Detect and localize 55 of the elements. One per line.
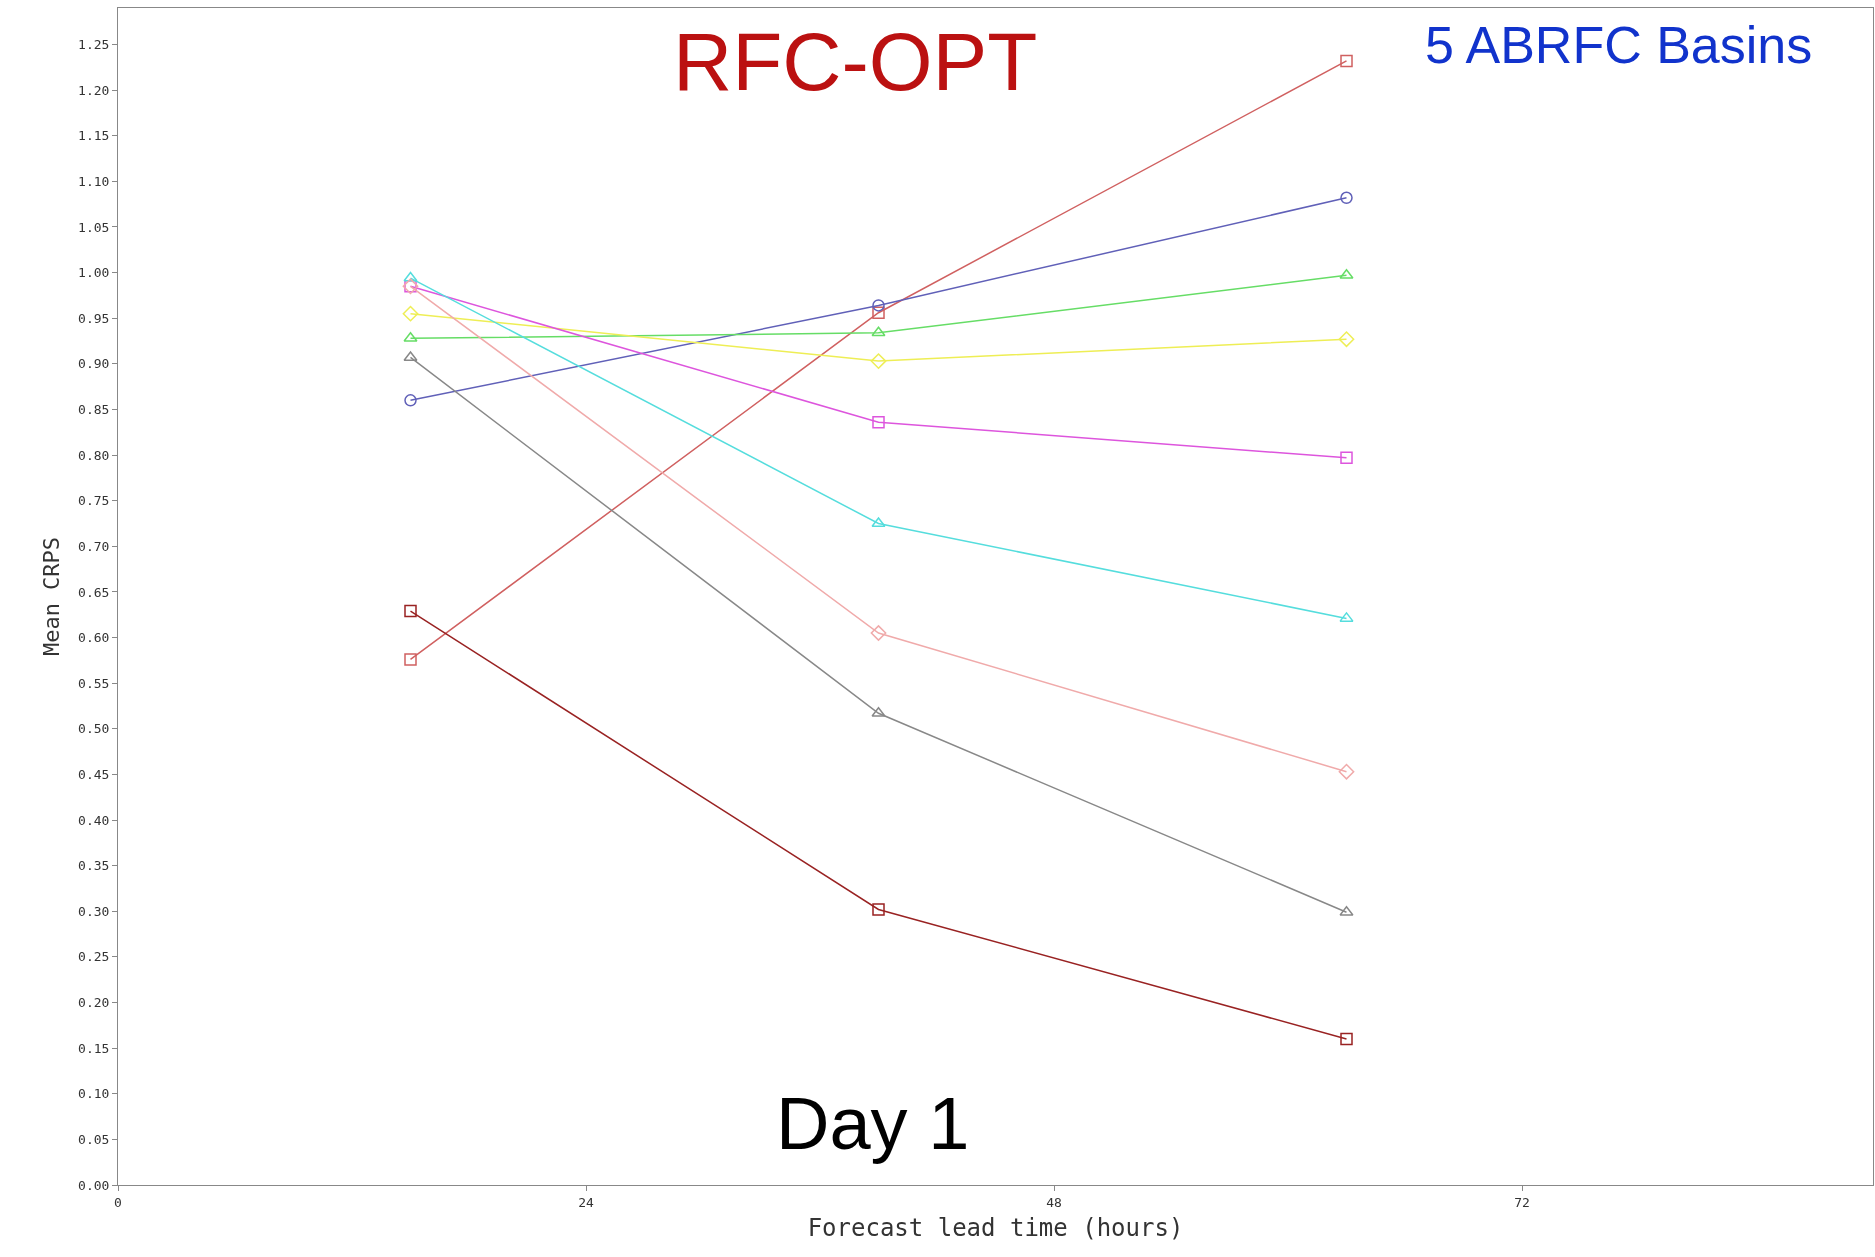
point bbox=[404, 604, 417, 618]
y-tick-label: 0.20 bbox=[78, 995, 110, 1011]
point bbox=[870, 625, 887, 641]
y-tick-label: 0.60 bbox=[78, 630, 110, 646]
y-tick-label: 1.15 bbox=[78, 128, 110, 144]
x-tick-label: 0 bbox=[114, 1194, 122, 1210]
point bbox=[1340, 191, 1353, 205]
point bbox=[403, 271, 418, 282]
y-tick-label: 0.15 bbox=[78, 1040, 110, 1056]
y-tick-label: 0.70 bbox=[78, 538, 110, 554]
y-tick-label: 0.40 bbox=[78, 812, 110, 828]
annotation: Day 1 bbox=[776, 1082, 970, 1165]
y-tick-label: 0.25 bbox=[78, 949, 110, 965]
point bbox=[1338, 763, 1355, 780]
point bbox=[402, 305, 419, 322]
y-tick-label: 1.10 bbox=[78, 173, 110, 189]
y-tick-label: 0.55 bbox=[78, 675, 110, 691]
y-tick-label: 0.45 bbox=[78, 766, 110, 782]
point bbox=[1338, 331, 1355, 348]
y-tick-label: 0.05 bbox=[78, 1131, 110, 1147]
y-tick-label: 1.05 bbox=[78, 219, 110, 235]
y-tick-label: 0.90 bbox=[78, 356, 110, 372]
x-tick-label: 72 bbox=[1514, 1194, 1530, 1210]
y-tick-label: 1.25 bbox=[78, 37, 110, 53]
point bbox=[871, 517, 886, 528]
point bbox=[1339, 905, 1354, 916]
annotation: RFC-OPT bbox=[673, 16, 1038, 107]
x-tick-label: 24 bbox=[578, 1194, 594, 1210]
y-tick-label: 0.95 bbox=[78, 310, 110, 326]
point bbox=[1340, 1032, 1353, 1046]
point bbox=[404, 394, 417, 407]
y-tick-label: 0.50 bbox=[78, 721, 110, 737]
y-tick-label: 0.00 bbox=[78, 1177, 110, 1193]
point bbox=[872, 903, 885, 916]
point bbox=[872, 306, 885, 319]
point bbox=[871, 326, 886, 337]
y-tick-label: 0.65 bbox=[78, 584, 110, 600]
y-tick-label: 0.85 bbox=[78, 402, 110, 418]
y-tick-label: 0.35 bbox=[78, 858, 110, 874]
x-axis-title: Forecast lead time (hours) bbox=[807, 1213, 1184, 1242]
point bbox=[1340, 54, 1353, 68]
point bbox=[872, 299, 885, 312]
y-tick-label: 0.80 bbox=[78, 447, 110, 463]
point bbox=[870, 353, 887, 369]
y-tick-label: 1.20 bbox=[78, 82, 110, 98]
annotation: 5 ABRFC Basins bbox=[1425, 16, 1813, 74]
x-tick-label: 48 bbox=[1046, 1194, 1062, 1210]
y-tick-label: 0.75 bbox=[78, 493, 110, 509]
y-tick-label: 1.00 bbox=[78, 265, 110, 281]
point bbox=[872, 415, 885, 429]
point bbox=[404, 653, 417, 666]
point bbox=[1340, 451, 1353, 465]
y-tick-label: 0.10 bbox=[78, 1086, 110, 1102]
y-tick-label: 0.30 bbox=[78, 903, 110, 919]
y-axis-title: Mean CRPS bbox=[38, 536, 64, 657]
